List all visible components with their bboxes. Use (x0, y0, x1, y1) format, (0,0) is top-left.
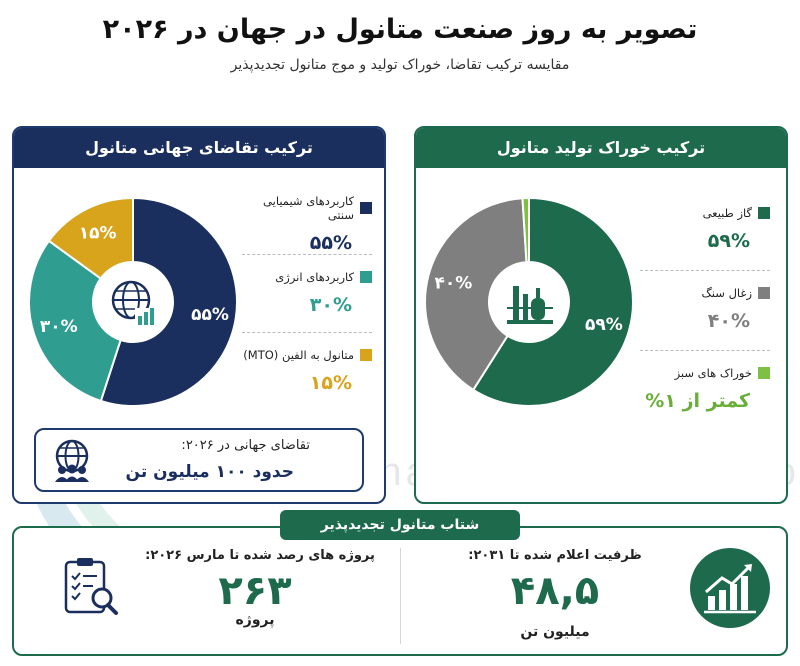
capacity-title: ظرفیت اعلام شده تا ۲۰۳۱: (468, 548, 642, 563)
legend-item-energy: کاربردهای انرژی ۳۰% (242, 270, 372, 316)
feed-panel: ترکیب خوراک تولید متانول ۵۹% ۴۰% گاز طبیع… (414, 126, 788, 504)
feed-legend: گاز طبیعی ۵۹% زغال سنگ ۴۰% خوراک های سبز… (640, 192, 770, 442)
legend-swatch (360, 271, 372, 283)
legend-swatch (360, 202, 372, 214)
legend-value: ۱۵% (309, 372, 352, 394)
divider (242, 332, 372, 333)
demand-legend: کاربردهای شیمیایی سنتی ۵۵% کاربردهای انر… (232, 186, 372, 426)
donut-slice (99, 196, 238, 407)
demand-donut-chart: ۵۵% ۳۰% ۱۵% (28, 196, 238, 407)
legend-value: ۵۵% (309, 232, 352, 254)
legend-value: ۴۰% (707, 310, 750, 332)
demand-panel: ترکیب تقاضای جهانی متانول ۵۵% ۳۰% ۱۵% کارب… (12, 126, 386, 504)
demand-panel-title: ترکیب تقاضای جهانی متانول (14, 128, 384, 168)
donut-slice (424, 197, 528, 392)
legend-value: ۵۹% (707, 230, 750, 252)
legend-item-coal: زغال سنگ ۴۰% (640, 286, 770, 332)
donut-slice (471, 196, 634, 407)
projects-title: پروژه های رصد شده تا مارس ۲۰۲۶: (145, 548, 375, 563)
divider (640, 270, 770, 271)
clipboard-search-icon (64, 558, 118, 615)
divider (400, 548, 401, 644)
legend-item-natural-gas: گاز طبیعی ۵۹% (640, 206, 770, 252)
legend-label: متانول به الفین (MTO) (243, 348, 354, 362)
slice-label: ۵۵% (191, 305, 229, 325)
legend-label: خوراک های سبز (674, 366, 752, 380)
divider (640, 350, 770, 351)
legend-swatch (758, 287, 770, 299)
slice-label: ۴۰% (435, 274, 473, 294)
slice-label: ۳۰% (40, 317, 78, 337)
projects-value: ۲۶۳ (218, 568, 292, 614)
legend-swatch (758, 367, 770, 379)
legend-swatch (360, 349, 372, 361)
capacity-unit: میلیون تن (520, 624, 590, 640)
legend-label: کاربردهای شیمیایی سنتی (263, 194, 354, 222)
globe-people-icon (55, 439, 89, 482)
legend-label: زغال سنگ (701, 286, 752, 300)
divider (242, 254, 372, 255)
demand-box-label: تقاضای جهانی در ۲۰۲۶: (181, 438, 310, 453)
globe-chart-icon (111, 280, 157, 326)
global-demand-box: تقاضای جهانی در ۲۰۲۶: حدود ۱۰۰ میلیون تن (34, 428, 364, 492)
legend-item-green-feed: خوراک های سبز کمتر از ۱% (640, 366, 770, 412)
demand-box-value: حدود ۱۰۰ میلیون تن (125, 462, 294, 482)
legend-swatch (758, 207, 770, 219)
donut-slice (47, 196, 134, 280)
capacity-value: ۴۸,۵ (510, 568, 600, 614)
page-subtitle: مقایسه ترکیب تقاضا، خوراک تولید و موج مت… (230, 57, 570, 73)
slice-label: ۱۵% (79, 224, 117, 244)
donut-center (95, 264, 171, 340)
donut-center (491, 264, 567, 340)
legend-label: کاربردهای انرژی (275, 270, 354, 284)
growth-chart-icon (690, 548, 770, 628)
legend-value: ۳۰% (309, 294, 352, 316)
header: تصویر به روز صنعت متانول در جهان در ۲۰۲۶… (0, 14, 800, 73)
feed-panel-title: ترکیب خوراک تولید متانول (416, 128, 786, 168)
donut-slice (521, 196, 530, 264)
slice-label: ۵۹% (585, 315, 623, 335)
legend-item-chemical: کاربردهای شیمیایی سنتی ۵۵% (242, 194, 372, 254)
feed-donut-chart: ۵۹% ۴۰% (424, 196, 634, 407)
factory-icon (507, 286, 553, 324)
legend-label: گاز طبیعی (702, 206, 752, 220)
legend-value: کمتر از ۱% (645, 390, 750, 412)
projects-unit: پروژه (235, 612, 275, 628)
renewable-tag: شتاب متانول تجدیدپذیر (280, 510, 520, 540)
donut-slice (28, 239, 122, 403)
page-title: تصویر به روز صنعت متانول در جهان در ۲۰۲۶ (102, 14, 698, 45)
legend-item-mto: متانول به الفین (MTO) ۱۵% (242, 348, 372, 394)
